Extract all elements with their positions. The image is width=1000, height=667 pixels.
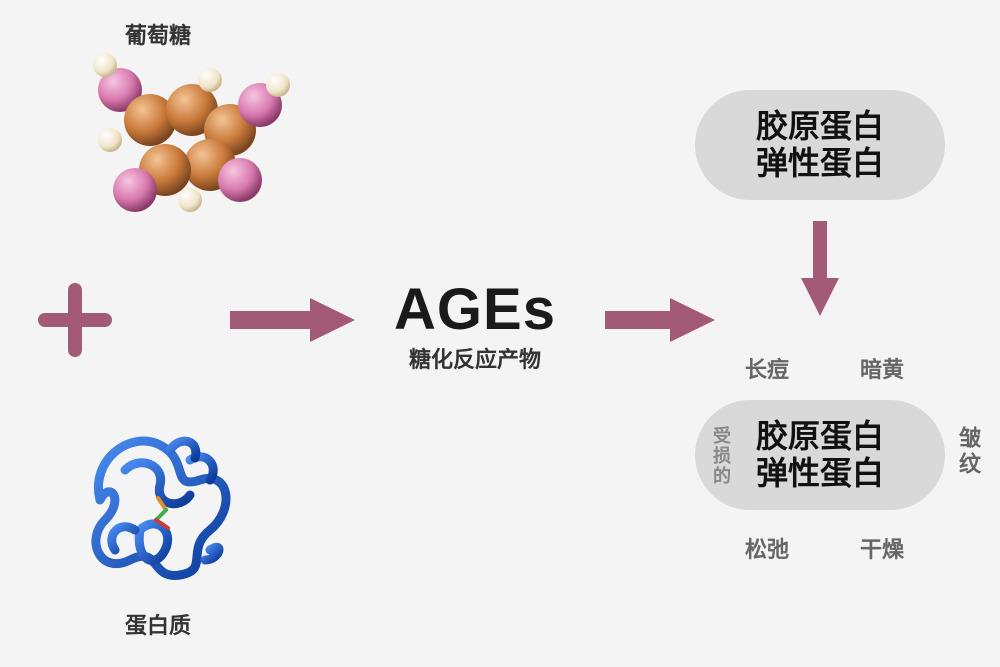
effect-dull: 暗黄 xyxy=(860,352,904,384)
effect-wrinkles: 皱纹 xyxy=(952,426,984,478)
damaged-prefix: 受损的 xyxy=(708,426,734,486)
protein-molecule xyxy=(70,410,250,590)
effect-sagging: 松弛 xyxy=(745,532,789,564)
healthy-line2: 弹性蛋白 xyxy=(756,145,884,182)
plus-icon xyxy=(40,285,110,355)
healthy-line1: 胶原蛋白 xyxy=(756,108,884,145)
protein-label: 蛋白质 xyxy=(108,608,208,640)
glucose-molecule xyxy=(80,50,300,230)
diagram-canvas: 葡萄糖 xyxy=(0,0,1000,667)
arrow-right-2-icon xyxy=(600,295,715,345)
arrow-right-1-icon xyxy=(225,295,355,345)
damaged-line2: 弹性蛋白 xyxy=(756,455,884,492)
glucose-label: 葡萄糖 xyxy=(108,18,208,50)
effect-dry: 干燥 xyxy=(860,532,904,564)
arrow-down-icon xyxy=(798,218,842,318)
ages-title: AGEs xyxy=(360,276,590,343)
glucose-atoms xyxy=(93,53,290,212)
ages-subtitle: 糖化反应产物 xyxy=(360,342,590,374)
effect-acne: 长痘 xyxy=(745,352,789,384)
damaged-line1: 胶原蛋白 xyxy=(756,418,884,455)
healthy-proteins-pill: 胶原蛋白 弹性蛋白 xyxy=(695,90,945,200)
